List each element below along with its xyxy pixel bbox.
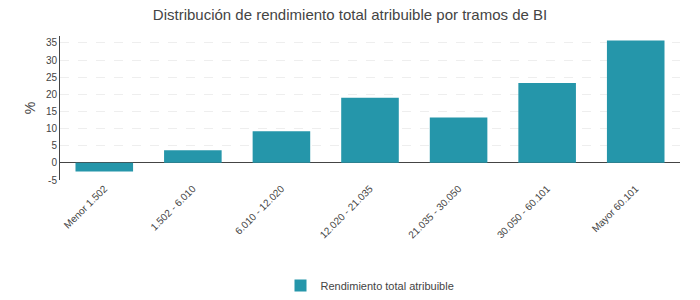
svg-text:20: 20 [46, 89, 58, 100]
svg-text:Rendimiento total atribuible: Rendimiento total atribuible [321, 280, 454, 292]
svg-text:Mayor 60.101: Mayor 60.101 [590, 183, 641, 234]
svg-text:5: 5 [51, 140, 57, 151]
svg-text:6.010 - 12.020: 6.010 - 12.020 [233, 183, 287, 237]
svg-text:21.035 - 30.050: 21.035 - 30.050 [406, 183, 464, 241]
svg-text:Distribución de rendimiento to: Distribución de rendimiento total atribu… [153, 6, 547, 23]
svg-text:25: 25 [46, 72, 58, 83]
svg-text:30.050 - 60.101: 30.050 - 60.101 [495, 183, 553, 241]
svg-text:%: % [22, 102, 38, 114]
svg-text:-5: -5 [48, 175, 57, 186]
svg-text:0: 0 [51, 157, 57, 168]
svg-text:35: 35 [46, 37, 58, 48]
svg-text:15: 15 [46, 106, 58, 117]
svg-text:10: 10 [46, 123, 58, 134]
svg-text:12.020 - 21.035: 12.020 - 21.035 [318, 183, 376, 241]
svg-text:Menor 1.502: Menor 1.502 [62, 183, 110, 231]
svg-text:1.502 - 6.010: 1.502 - 6.010 [148, 183, 198, 233]
svg-text:30: 30 [46, 55, 58, 66]
